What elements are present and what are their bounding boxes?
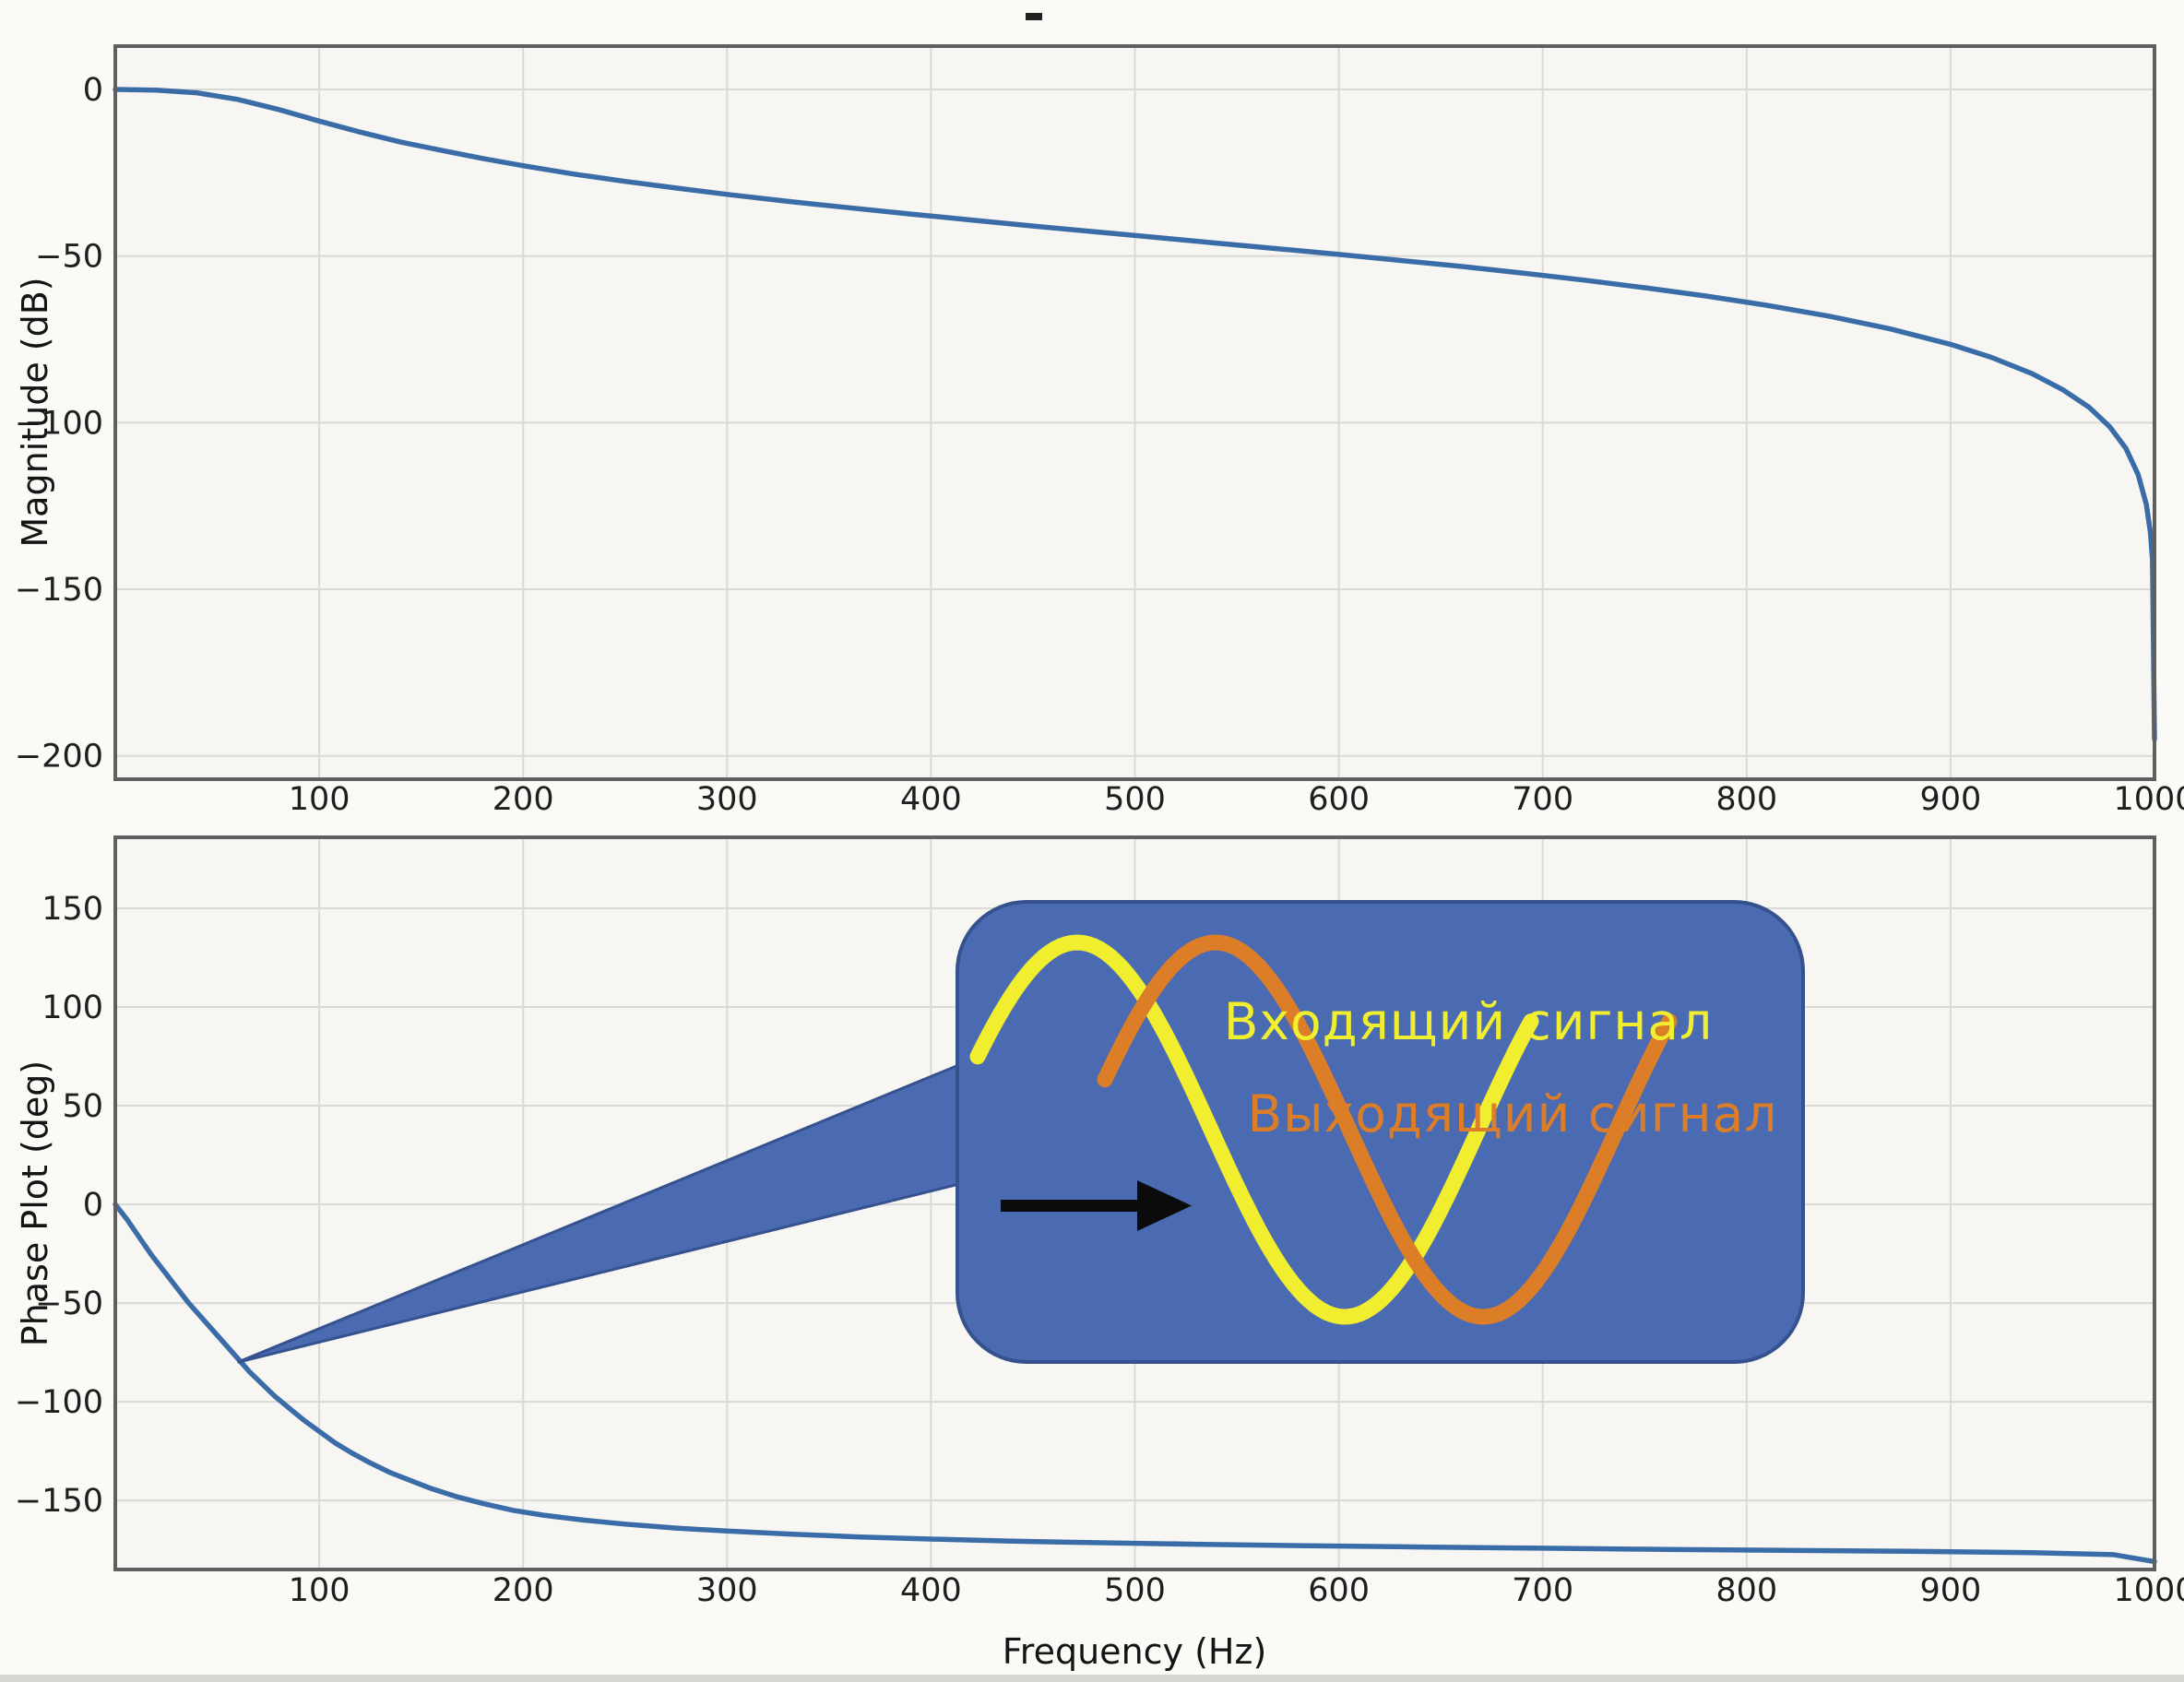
y-tick-label: −200 [15,739,103,776]
y-tick-label: −50 [35,1285,103,1322]
y-tick-label: 0 [83,72,103,109]
x-tick-label: 700 [1512,1572,1573,1609]
x-tick-label: 400 [900,781,962,818]
y-tick-label: −50 [35,239,103,276]
x-tick-label: 200 [493,1572,554,1609]
y-tick-label: 0 [83,1187,103,1224]
output-signal-wave [1097,934,1678,1325]
plot-frame [113,835,2156,1571]
x-tick-label: 500 [1104,1572,1166,1609]
output-signal-label: Выходящий сигнал [1247,1084,1778,1143]
signal-flow-arrow-shaft [1001,1200,1137,1212]
signal-flow-arrow-head [1137,1180,1192,1231]
x-tick-label: 800 [1715,1572,1777,1609]
x-tick-label: 100 [289,781,350,818]
x-tick-label: 300 [696,781,758,818]
bottom-edge-strip [0,1675,2184,1682]
x-tick-label: 100 [289,1572,350,1609]
phase-curve [113,1202,2157,1565]
input-signal-label: Входящий сигнал [1223,992,1714,1051]
y-tick-label: 150 [42,891,103,928]
x-tick-label: 500 [1104,781,1166,818]
y-tick-label: 50 [62,1088,103,1125]
magnitude-axis-label: Magnitude (dB) [15,277,55,548]
x-tick-label: 900 [1919,1572,1981,1609]
y-tick-label: −150 [15,572,103,609]
frequency-axis-label: Frequency (Hz) [1002,1631,1267,1672]
y-tick-label: −100 [15,1384,103,1421]
x-tick-label: 600 [1308,781,1370,818]
input-signal-wave [969,934,1539,1325]
x-tick-label: 200 [493,781,554,818]
plot-frame [113,44,2156,781]
y-tick-label: −150 [15,1483,103,1520]
x-tick-label: 800 [1715,781,1777,818]
y-tick-label: −100 [15,405,103,442]
x-tick-label: 600 [1308,1572,1370,1609]
x-tick-label: 300 [696,1572,758,1609]
x-tick-label: 700 [1512,781,1573,818]
x-tick-label: 400 [900,1572,962,1609]
callout-bubble [956,900,1805,1364]
phase-axis-label: Phase Plot (deg) [15,1060,55,1347]
magnitude-curve [113,87,2157,742]
top-edge-mark [1026,13,1042,20]
x-tick-label: 900 [1919,781,1981,818]
y-tick-label: 100 [42,989,103,1026]
